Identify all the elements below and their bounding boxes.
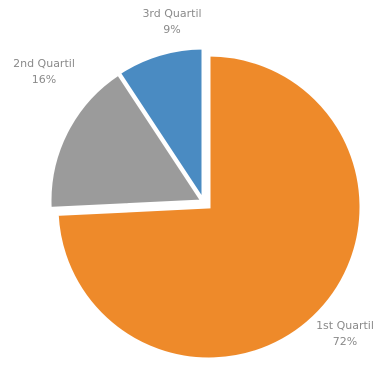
- pie-slice: [55, 53, 363, 361]
- slice-label: 1st Quartil: [316, 319, 374, 332]
- pie-slice: [117, 46, 205, 205]
- pie-slice: [48, 72, 205, 210]
- slice-value-label: 9%: [163, 23, 180, 36]
- slice-value-label: 16%: [32, 73, 56, 86]
- slice-label: 2nd Quartil: [13, 57, 75, 70]
- slice-label: 3rd Quartil: [142, 7, 201, 20]
- slice-value-label: 72%: [333, 335, 357, 348]
